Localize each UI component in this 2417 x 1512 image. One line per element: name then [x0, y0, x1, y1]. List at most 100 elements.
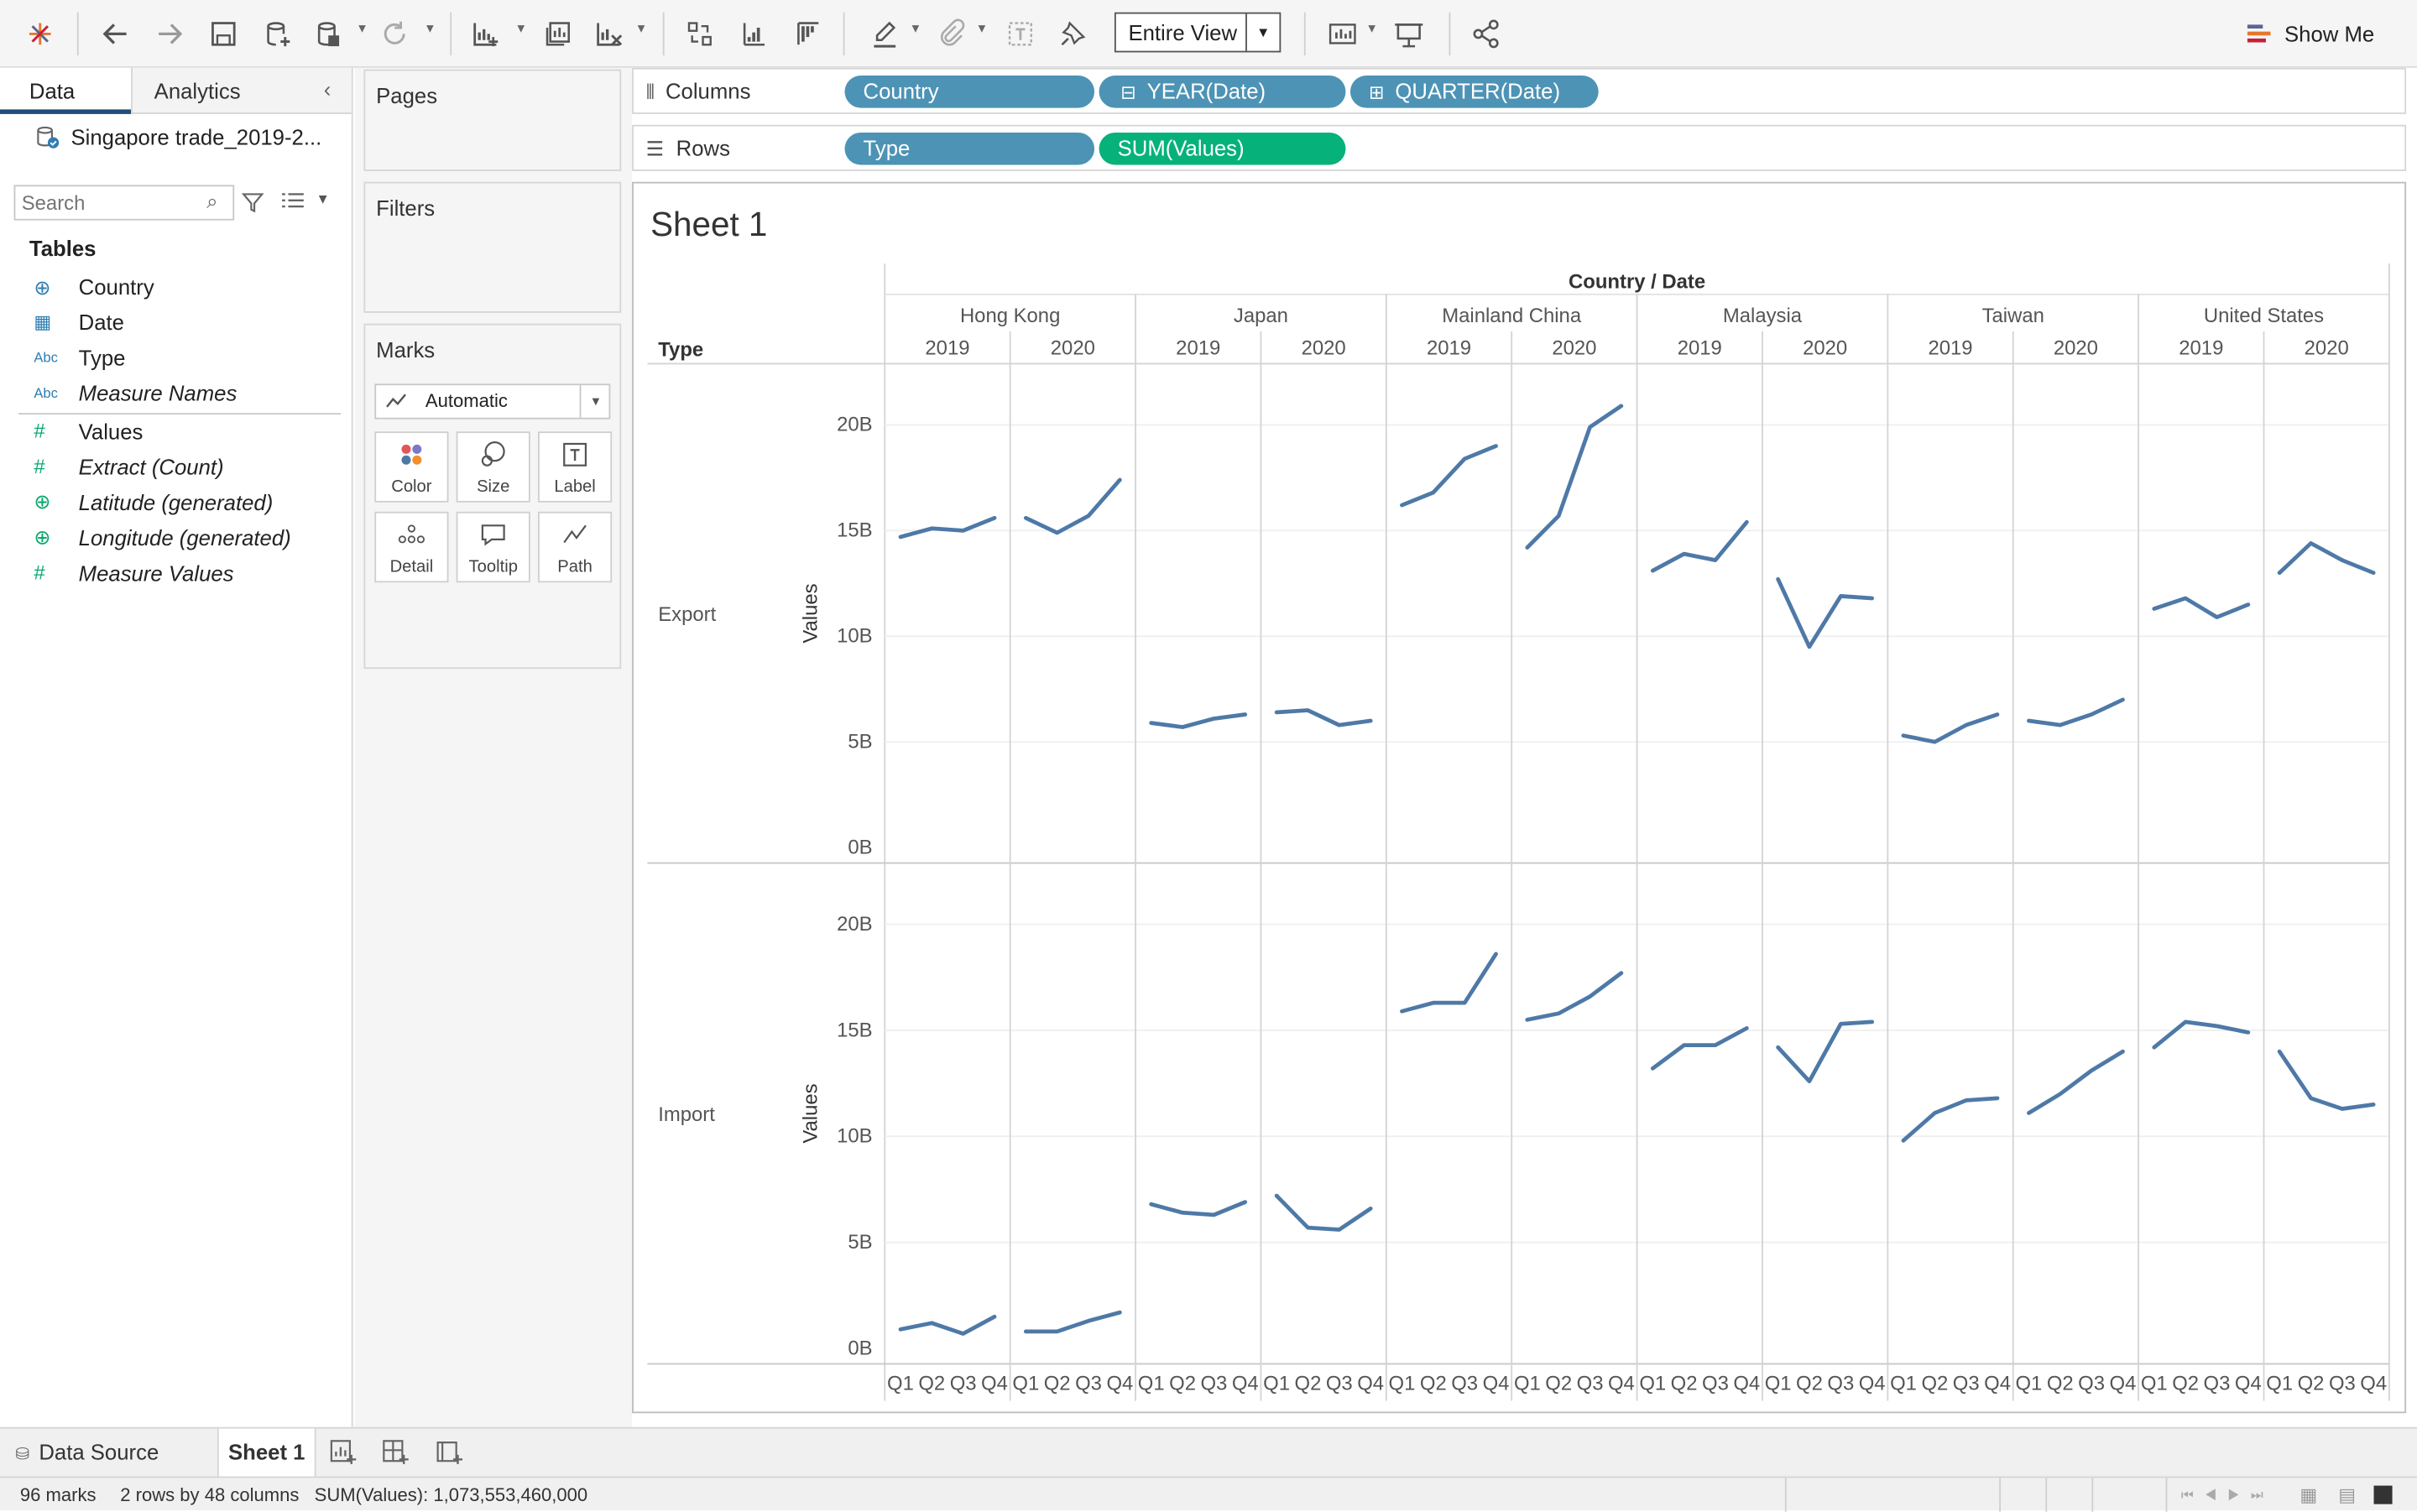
x-tick-label: Q2: [2298, 1373, 2325, 1395]
field-measure-names[interactable]: Abc Measure Names: [0, 376, 352, 409]
sort-descending-icon[interactable]: [788, 14, 828, 55]
tab-sheet-1[interactable]: Sheet 1: [217, 1428, 316, 1477]
x-tick-label: Q2: [2047, 1373, 2074, 1395]
rows-icon: ☰: [645, 137, 664, 161]
new-datasource-icon[interactable]: [258, 14, 298, 55]
series-line-export: [1400, 444, 1498, 508]
tab-data[interactable]: Data: [0, 68, 132, 114]
mark-type-dropdown[interactable]: Automatic ▼: [374, 383, 611, 420]
field-latitude[interactable]: ⊕ Latitude (generated): [0, 486, 352, 519]
x-tick-label: Q3: [1702, 1373, 1729, 1395]
back-icon[interactable]: [96, 14, 136, 55]
label-button[interactable]: Label: [538, 431, 613, 503]
share-icon[interactable]: [1466, 14, 1506, 55]
y-tick-label: 15B: [837, 519, 872, 542]
show-me-button[interactable]: Show Me: [2244, 14, 2399, 55]
datasource-name[interactable]: Singapore trade_2019-2...: [70, 124, 322, 150]
datasource-icon: ⛁: [15, 1445, 30, 1464]
field-extract-count[interactable]: # Extract (Count): [0, 450, 352, 483]
filter-icon[interactable]: [241, 190, 265, 214]
tooltip-icon: [457, 519, 528, 550]
number-type-icon: #: [34, 560, 45, 585]
series-line-import: [1274, 1193, 1373, 1232]
y-tick-label: 10B: [837, 625, 872, 648]
field-longitude[interactable]: ⊕ Longitude (generated): [0, 521, 352, 555]
view-list-icon[interactable]: [280, 191, 305, 213]
sheet-sorter-icon[interactable]: ▦: [2300, 1483, 2318, 1506]
show-cards-icon[interactable]: [1323, 14, 1363, 55]
forward-icon[interactable]: [149, 14, 190, 55]
show-me-icon: [2247, 24, 2271, 43]
y-tick-label: 5B: [848, 731, 872, 753]
data-pane: Data Analytics ‹ Singapore trade_2019-2.…: [0, 67, 353, 1427]
sort-ascending-icon[interactable]: [733, 14, 774, 55]
new-sheet-icon[interactable]: [466, 14, 506, 55]
x-tick-label: Q3: [1451, 1373, 1478, 1395]
tabs-view-icon[interactable]: [2373, 1485, 2393, 1504]
tab-analytics[interactable]: Analytics: [131, 67, 352, 114]
pin-icon[interactable]: [1052, 14, 1093, 55]
collapse-pane-icon[interactable]: ‹: [323, 76, 331, 102]
refresh-icon[interactable]: [374, 14, 415, 55]
save-icon[interactable]: [203, 14, 243, 55]
swap-icon[interactable]: [680, 14, 720, 55]
pages-card[interactable]: Pages: [363, 69, 622, 171]
series-line-import: [1650, 1026, 1749, 1071]
pill-year-date[interactable]: ⊟ YEAR(Date): [1099, 75, 1346, 108]
x-tick-label: Q2: [1796, 1373, 1823, 1395]
row-header-title: Type: [658, 338, 703, 361]
sheet-navigation-icon[interactable]: ⏮◀▶⏭: [2180, 1487, 2274, 1503]
series-line-export: [1274, 708, 1373, 727]
series-line-import: [1525, 971, 1624, 1022]
field-measure-values[interactable]: # Measure Values: [0, 556, 352, 590]
x-tick-label: Q3: [1953, 1373, 1980, 1395]
series-line-export: [1776, 576, 1875, 649]
clear-sheet-icon[interactable]: [589, 14, 629, 55]
field-date[interactable]: ▦ Date: [0, 305, 352, 339]
tooltip-button[interactable]: Tooltip: [456, 511, 530, 583]
presentation-icon[interactable]: [1389, 14, 1429, 55]
new-worksheet-icon[interactable]: [330, 1439, 358, 1465]
line-chart[interactable]: Country / Date Type 0B 0B 5B 5B 10B 10B 15B 15B 20…: [634, 184, 2408, 1416]
detail-button[interactable]: Detail: [374, 511, 449, 583]
pause-updates-icon[interactable]: [308, 14, 348, 55]
pill-type[interactable]: Type: [844, 132, 1095, 165]
duplicate-sheet-icon[interactable]: [538, 14, 578, 55]
collapse-icon: ⊟: [1120, 81, 1136, 104]
rows-shelf[interactable]: ☰ Rows Type SUM(Values): [632, 124, 2407, 171]
filters-card[interactable]: Filters: [363, 181, 622, 313]
search-input[interactable]: [21, 189, 191, 216]
tab-data-source[interactable]: ⛁ Data Source: [15, 1439, 159, 1464]
chevron-down-icon: ▼: [1245, 13, 1279, 51]
chevron-down-icon[interactable]: ▼: [316, 190, 330, 207]
columns-shelf[interactable]: ⦀ Columns Country ⊟ YEAR(Date) ⊞ QUARTER(Da…: [632, 67, 2407, 114]
new-dashboard-icon[interactable]: [383, 1439, 410, 1465]
pill-sum-values[interactable]: SUM(Values): [1099, 132, 1346, 165]
field-type[interactable]: Abc Type: [0, 341, 352, 374]
fit-dropdown[interactable]: Entire View ▼: [1114, 12, 1282, 53]
series-line-export: [898, 515, 997, 540]
path-button[interactable]: Path: [538, 511, 613, 583]
tableau-logo-icon[interactable]: [20, 14, 60, 55]
group-icon[interactable]: [931, 14, 971, 55]
search-field[interactable]: ⌕: [13, 185, 235, 221]
field-country[interactable]: ⊕ Country: [0, 269, 352, 303]
series-line-export: [1023, 477, 1122, 535]
highlight-icon[interactable]: [864, 14, 905, 55]
size-button[interactable]: Size: [456, 431, 530, 503]
pages-title: Pages: [376, 83, 438, 108]
series-line-import: [2277, 1049, 2376, 1111]
x-tick-label: Q3: [950, 1373, 977, 1395]
new-story-icon[interactable]: [436, 1439, 464, 1465]
pill-quarter-date[interactable]: ⊞ QUARTER(Date): [1349, 75, 1599, 108]
row-header-export: Export: [658, 603, 716, 626]
filmstrip-icon[interactable]: ▤: [2338, 1483, 2357, 1506]
x-tick-label: Q1: [1514, 1373, 1541, 1395]
label-icon[interactable]: [1000, 14, 1041, 55]
series-line-export: [1149, 712, 1248, 729]
pill-country[interactable]: Country: [844, 75, 1095, 108]
x-tick-label: Q4: [2360, 1373, 2387, 1395]
color-button[interactable]: Color: [374, 431, 449, 503]
year-header: 2019: [925, 336, 969, 359]
field-values[interactable]: # Values: [0, 414, 352, 448]
